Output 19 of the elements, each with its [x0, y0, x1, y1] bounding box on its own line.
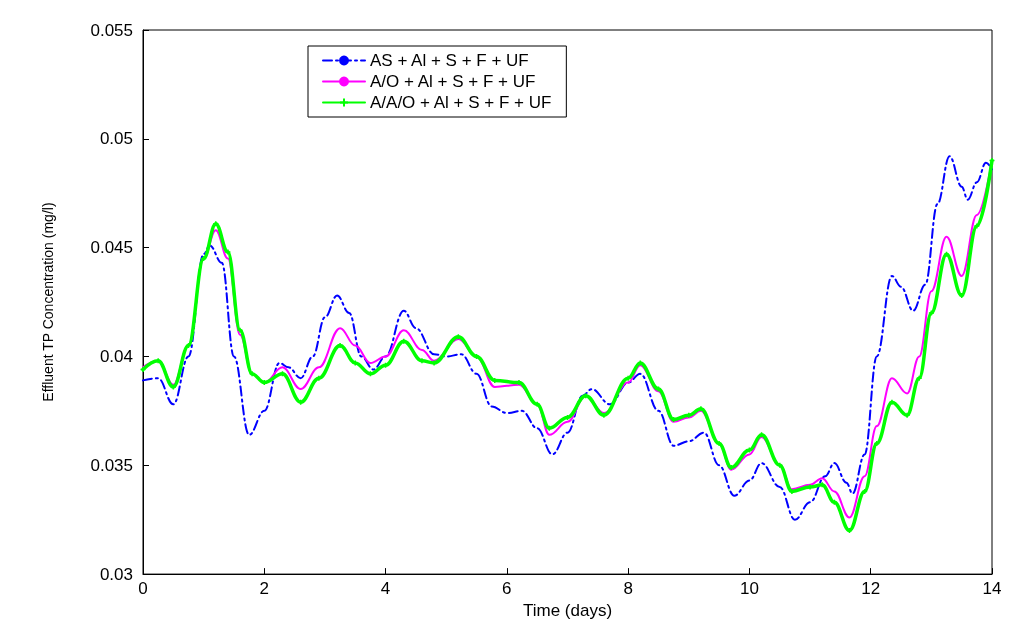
legend-label: AS + Al + S + F + UF	[370, 51, 529, 70]
x-tick-label: 14	[982, 579, 1002, 599]
y-tick-label: 0.05	[99, 129, 133, 149]
legend-label: A/O + Al + S + F + UF	[370, 72, 536, 91]
y-tick-label: 0.045	[90, 238, 133, 258]
y-tick-label: 0.055	[90, 20, 133, 40]
x-tick-label: 8	[623, 579, 633, 599]
x-tick-label: 10	[739, 579, 759, 599]
x-tick-label: 2	[259, 579, 270, 599]
y-axis-title: Effluent TP Concentration (mg/l)	[40, 202, 56, 402]
legend-label: A/A/O + Al + S + F + UF	[370, 93, 552, 112]
x-tick-label: 6	[502, 579, 512, 599]
y-tick-label: 0.04	[99, 346, 133, 366]
x-axis-title: Time (days)	[522, 601, 613, 620]
y-tick-label: 0.035	[90, 455, 133, 475]
y-tick-label: 0.03	[99, 564, 133, 584]
x-tick-label: 12	[861, 579, 881, 599]
x-tick-label: 0	[138, 579, 148, 599]
x-tick-label: 4	[380, 579, 391, 599]
